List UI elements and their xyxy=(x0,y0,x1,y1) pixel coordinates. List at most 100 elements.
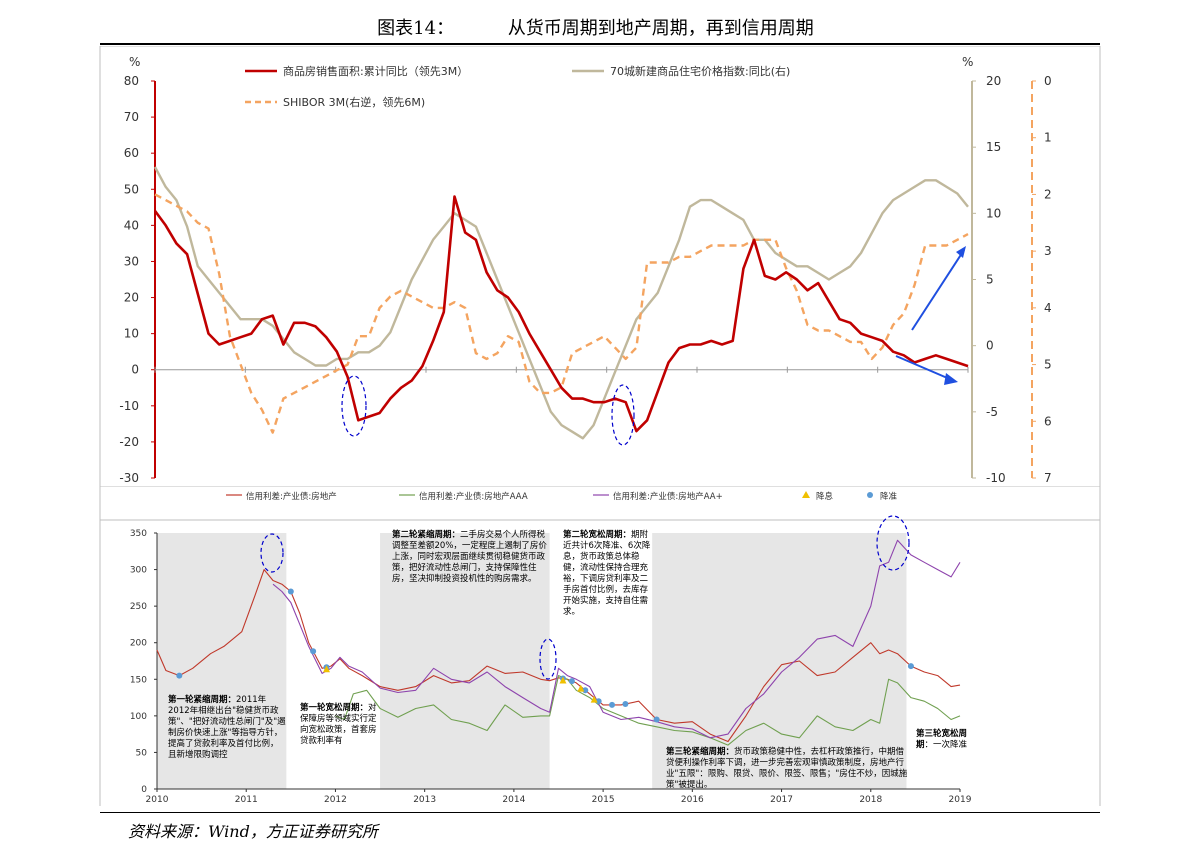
rate-cut-marker xyxy=(590,695,598,703)
rrr-cut-marker xyxy=(653,716,660,723)
top-chart-highlights xyxy=(341,246,966,446)
arrow-down-sales xyxy=(895,355,953,381)
left-tick-label: -30 xyxy=(119,471,139,485)
right1-tick-label: 10 xyxy=(986,206,1001,220)
bottom-x-tick-label: 2019 xyxy=(949,795,972,805)
right1-tick-label: 0 xyxy=(986,339,994,353)
arrow-down-head xyxy=(944,373,958,385)
bottom-y-tick-label: 150 xyxy=(130,675,147,685)
bottom-y-tick-label: 0 xyxy=(141,785,147,795)
bottom-legend-label: 信用利差:产业债:房地产AA+ xyxy=(613,491,723,502)
annotation-second-tightening: 第二轮紧缩周期：二手房交易个人所得税调整至差额20%，一定程度上遏制了房价上涨，… xyxy=(392,530,548,585)
bottom-x-tick-label: 2013 xyxy=(413,795,436,805)
spread-line-1 xyxy=(335,675,961,746)
bottom-x-tick-label: 2018 xyxy=(859,795,882,805)
annotation-first-tightening-title: 第一轮紧缩周期： xyxy=(168,695,237,705)
annotation-second-easing: 第二轮宽松周期：期附近共计6次降准、6次降息，货币政策总体稳健，流动性保持合理充… xyxy=(563,530,651,618)
shaded-period xyxy=(157,533,287,789)
rate-cut-marker xyxy=(577,684,585,692)
shaded-period xyxy=(380,533,550,789)
bottom-x-tick-label: 2017 xyxy=(770,795,793,805)
bottom-x-tick-label: 2016 xyxy=(681,795,704,805)
source-note: 资料来源：Wind，方正证券研究所 xyxy=(128,822,378,841)
right1-tick-label: -10 xyxy=(986,471,1006,485)
annotation-third-tightening: 第三轮紧缩周期：货币政策稳健中性，去杠杆政策推行，中期借贷便利操作利率下调，进一… xyxy=(666,747,911,791)
bottom-legend-swatch xyxy=(867,492,873,498)
annotation-third-easing-body: ：一次降准 xyxy=(924,740,968,750)
legend-label: 70城新建商品住宅价格指数:同比(右) xyxy=(610,64,790,78)
bottom-y-tick-label: 100 xyxy=(130,712,147,722)
top-chart-frame xyxy=(99,46,1101,521)
right1-tick-label: 5 xyxy=(986,273,994,287)
highlight-ellipse-2012 xyxy=(341,375,367,437)
bottom-x-tick-label: 2011 xyxy=(235,795,258,805)
left-tick-label: 80 xyxy=(124,74,139,88)
right2-tick-label: 6 xyxy=(1044,414,1052,428)
left-tick-label: 10 xyxy=(124,327,139,341)
right2-tick-label: 0 xyxy=(1044,74,1052,88)
highlight-ellipse-2014 xyxy=(539,638,557,680)
bottom-chart-highlights xyxy=(260,515,910,680)
bottom-y-tick-label: 50 xyxy=(136,748,148,758)
arrow-up-shibor xyxy=(911,249,965,331)
spread-line-0 xyxy=(156,569,961,743)
spread-line-2 xyxy=(272,539,961,739)
right1-tick-label: -5 xyxy=(986,405,998,419)
left-tick-label: -10 xyxy=(119,399,139,413)
bottom-x-tick-label: 2014 xyxy=(502,795,525,805)
left-tick-label: 50 xyxy=(124,182,139,196)
figure-title: 图表14： 从货币周期到地产周期，再到信用周期 xyxy=(0,14,1191,40)
annotation-third-easing: 第三轮宽松周期：一次降准 xyxy=(916,729,978,751)
figure-label: 图表14： xyxy=(377,18,455,39)
rrr-cut-marker xyxy=(310,648,317,655)
bottom-x-tick-label: 2015 xyxy=(592,795,615,805)
annotation-second-easing-body: 期附近共计6次降准、6次降息，货币政策总体稳健，流动性保持合理充裕，下调房贷利率… xyxy=(563,530,651,617)
bottom-y-tick-label: 200 xyxy=(130,639,147,649)
annotation-third-tightening-title: 第三轮紧缩周期： xyxy=(666,747,735,757)
highlight-ellipse-2011 xyxy=(260,533,284,573)
left-tick-label: 70 xyxy=(124,110,139,124)
rrr-cut-marker xyxy=(609,701,616,708)
left-tick-label: -20 xyxy=(119,435,139,449)
right2-tick-label: 3 xyxy=(1044,244,1052,258)
left-tick-label: 30 xyxy=(124,254,139,268)
series-line-left xyxy=(153,195,969,433)
left-tick-label: 40 xyxy=(124,218,139,232)
annotation-first-easing-title: 第一轮宽松周期： xyxy=(300,703,369,713)
annotation-second-easing-title: 第二轮宽松周期： xyxy=(563,530,632,540)
bottom-legend-label: 降息 xyxy=(816,491,834,502)
sales-price-shibor-chart: %80706050403020100-10-20-30%20151050-5-1… xyxy=(99,46,1101,521)
highlight-ellipse-2015 xyxy=(611,384,635,446)
right1-tick-label: 20 xyxy=(986,74,1001,88)
rrr-cut-marker xyxy=(176,672,183,679)
annotation-first-tightening: 第一轮紧缩周期：2011年 2012年相继出台"稳健货币政策"、"把好流动性总闸… xyxy=(168,695,286,761)
bottom-legend-swatch xyxy=(802,491,810,498)
footer-rule xyxy=(100,812,1100,813)
rrr-cut-marker xyxy=(907,663,914,670)
annotation-second-tightening-title: 第二轮紧缩周期： xyxy=(392,530,461,540)
arrow-up-head xyxy=(956,246,966,258)
rrr-cut-marker xyxy=(595,698,602,705)
legend-label: 商品房销售面积:累计同比（领先3M） xyxy=(283,64,468,78)
rrr-cut-marker xyxy=(287,588,294,595)
rate-cut-marker xyxy=(559,676,567,684)
left-tick-label: 60 xyxy=(124,146,139,160)
bottom-legend-label: 降准 xyxy=(880,491,898,502)
rrr-cut-marker xyxy=(568,678,575,685)
right2-tick-label: 4 xyxy=(1044,301,1052,315)
annotation-first-easing: 第一轮宽松周期：对保障房等领域实行定向宽松政策，首套房贷款利率有 xyxy=(300,703,378,747)
right1-axis-unit: % xyxy=(962,55,973,69)
left-tick-label: 20 xyxy=(124,291,139,305)
bottom-chart-frame xyxy=(99,486,1101,806)
bottom-x-tick-label: 2012 xyxy=(324,795,347,805)
bottom-y-tick-label: 300 xyxy=(130,566,147,576)
annotation-second-tightening-body: 二手房交易个人所得税调整至差额20%，一定程度上遏制了房价上涨，同时宏观层面继续… xyxy=(392,530,547,584)
figure-caption: 从货币周期到地产周期，再到信用周期 xyxy=(507,18,814,39)
annotation-third-easing-title: 第三轮宽松周期 xyxy=(916,729,968,750)
bottom-legend-label: 信用利差:产业债:房地产AAA xyxy=(419,491,528,502)
bottom-y-tick-label: 250 xyxy=(130,602,147,612)
right2-tick-label: 1 xyxy=(1044,131,1052,145)
annotation-third-tightening-body: 货币政策稳健中性，去杠杆政策推行，中期借贷便利操作利率下调，进一步完善宏观审慎政… xyxy=(666,747,908,790)
bottom-x-tick-label: 2010 xyxy=(146,795,169,805)
right2-tick-label: 5 xyxy=(1044,358,1052,372)
